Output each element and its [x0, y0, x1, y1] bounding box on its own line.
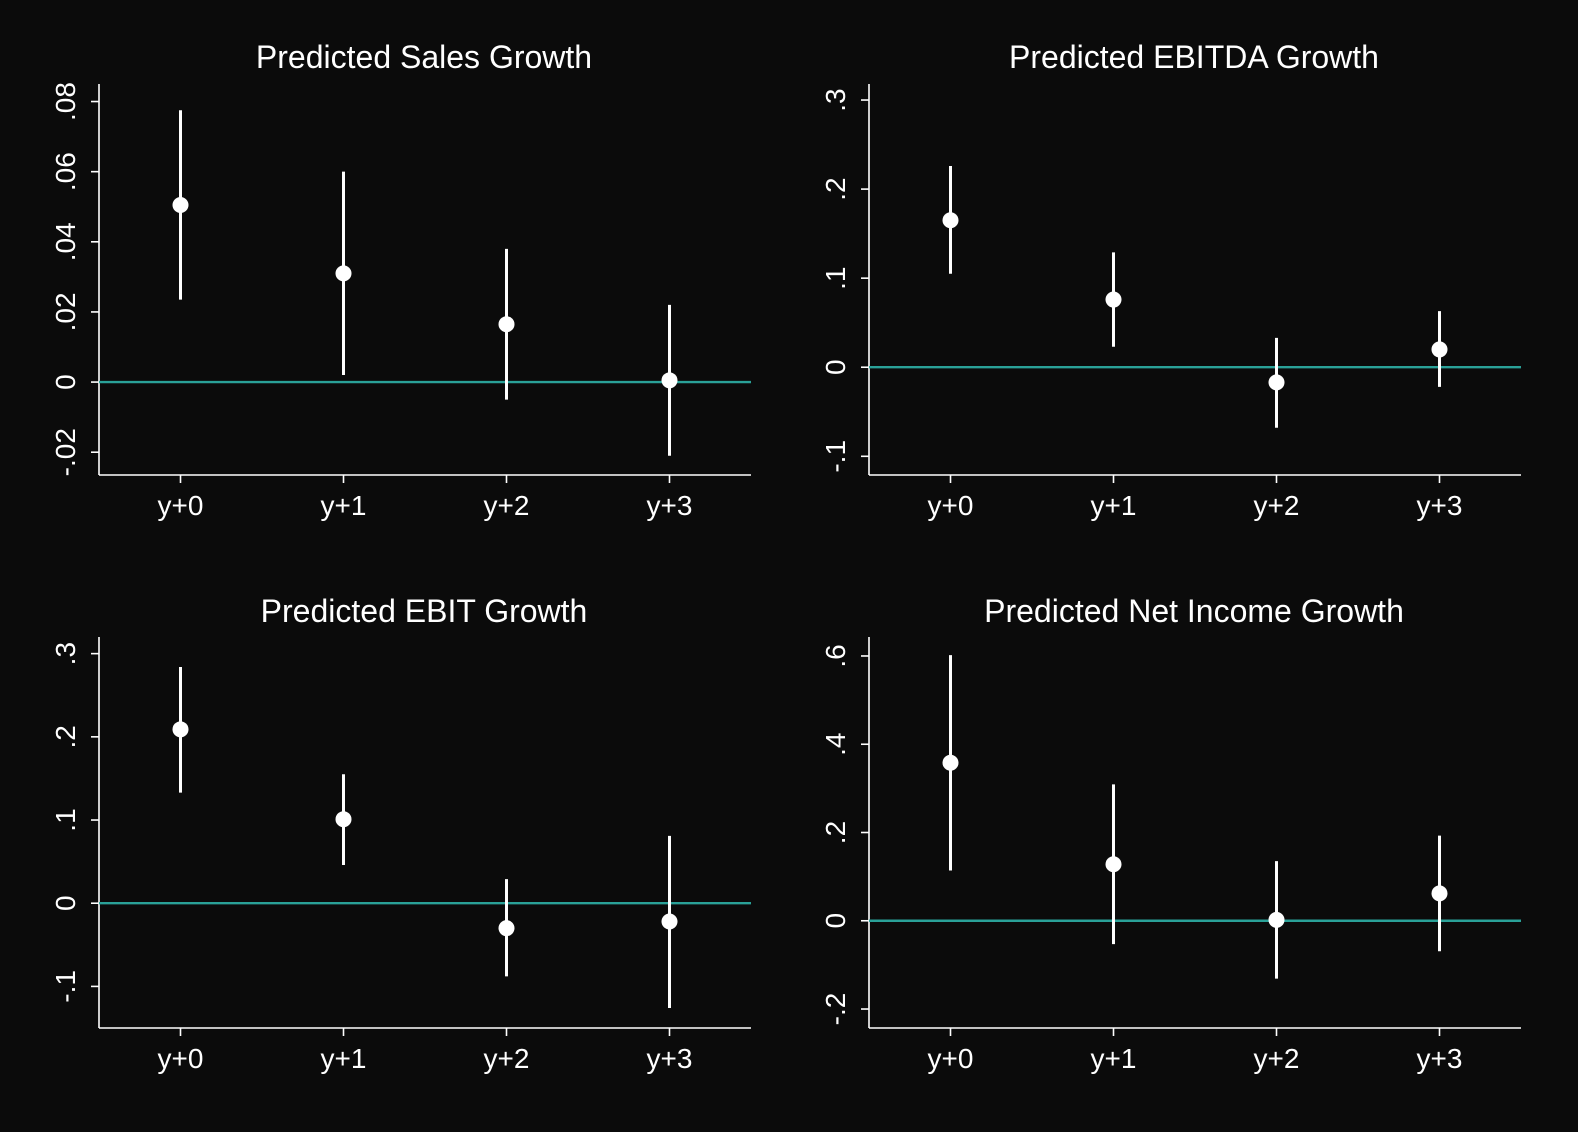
x-tick-label: y+3 — [1417, 1043, 1463, 1074]
panel-title: Predicted EBITDA Growth — [1009, 39, 1379, 75]
panel-sales-growth: Predicted Sales Growth -.02 0 .02 .04 .06 .08… — [50, 39, 751, 521]
y-tick-label: -.2 — [820, 993, 851, 1026]
y-tick-label: -.1 — [50, 970, 81, 1003]
x-tick-label: y+1 — [1091, 1043, 1137, 1074]
y-tick-label: .2 — [820, 821, 851, 844]
x-tick-label: y+2 — [1254, 490, 1300, 521]
panel-title: Predicted EBIT Growth — [261, 593, 588, 629]
point-estimate — [1105, 291, 1122, 308]
x-tick-label: y+1 — [1091, 490, 1137, 521]
x-tick-label: y+1 — [321, 490, 367, 521]
point-estimate — [1431, 885, 1448, 902]
y-tick-label: .1 — [50, 808, 81, 831]
panel-ebit-growth: Predicted EBIT Growth -.1 0 .1 .2 .3 y+0 y+1 y+… — [50, 593, 751, 1074]
y-tick-label: .4 — [820, 733, 851, 756]
x-tick-label: y+0 — [158, 1043, 204, 1074]
point-estimate — [172, 196, 189, 213]
x-tick-label: y+2 — [1254, 1043, 1300, 1074]
y-tick-label: .2 — [50, 725, 81, 748]
x-tick-label: y+2 — [484, 490, 530, 521]
point-estimate — [498, 920, 515, 937]
y-tick-label: 0 — [50, 895, 81, 911]
x-tick-label: y+2 — [484, 1043, 530, 1074]
y-tick-label: -.02 — [50, 428, 81, 476]
point-estimate — [1105, 856, 1122, 873]
y-tick-label: .2 — [820, 177, 851, 200]
x-tick-label: y+3 — [1417, 490, 1463, 521]
point-estimate — [1268, 911, 1285, 928]
panel-net-income-growth: Predicted Net Income Growth -.2 0 .2 .4 .6 y+… — [820, 593, 1521, 1074]
x-tick-label: y+3 — [647, 490, 693, 521]
y-tick-label: .1 — [820, 266, 851, 289]
y-tick-label: .06 — [50, 152, 81, 191]
y-tick-label: .04 — [50, 222, 81, 261]
x-tick-label: y+0 — [158, 490, 204, 521]
point-estimate — [1268, 374, 1285, 391]
y-tick-label: -.1 — [820, 440, 851, 473]
panel-title: Predicted Net Income Growth — [984, 593, 1404, 629]
y-tick-label: .02 — [50, 292, 81, 331]
point-estimate — [172, 721, 189, 738]
point-estimate — [335, 265, 352, 282]
point-estimate — [661, 913, 678, 930]
point-estimate — [661, 372, 678, 389]
y-tick-label: .3 — [820, 88, 851, 111]
point-estimate — [1431, 341, 1448, 358]
y-tick-label: 0 — [820, 913, 851, 929]
y-tick-label: .08 — [50, 82, 81, 121]
y-tick-label: 0 — [820, 359, 851, 375]
y-tick-label: .3 — [50, 642, 81, 665]
panel-title: Predicted Sales Growth — [256, 39, 592, 75]
y-tick-label: 0 — [50, 374, 81, 390]
point-estimate — [335, 811, 352, 828]
point-estimate — [942, 212, 959, 229]
x-tick-label: y+1 — [321, 1043, 367, 1074]
point-estimate — [498, 316, 515, 333]
panel-ebitda-growth: Predicted EBITDA Growth -.1 0 .1 .2 .3 y+0 y+1… — [820, 39, 1521, 521]
x-tick-label: y+0 — [928, 1043, 974, 1074]
y-tick-label: .6 — [820, 644, 851, 667]
x-tick-label: y+0 — [928, 490, 974, 521]
point-estimate — [942, 754, 959, 771]
x-tick-label: y+3 — [647, 1043, 693, 1074]
